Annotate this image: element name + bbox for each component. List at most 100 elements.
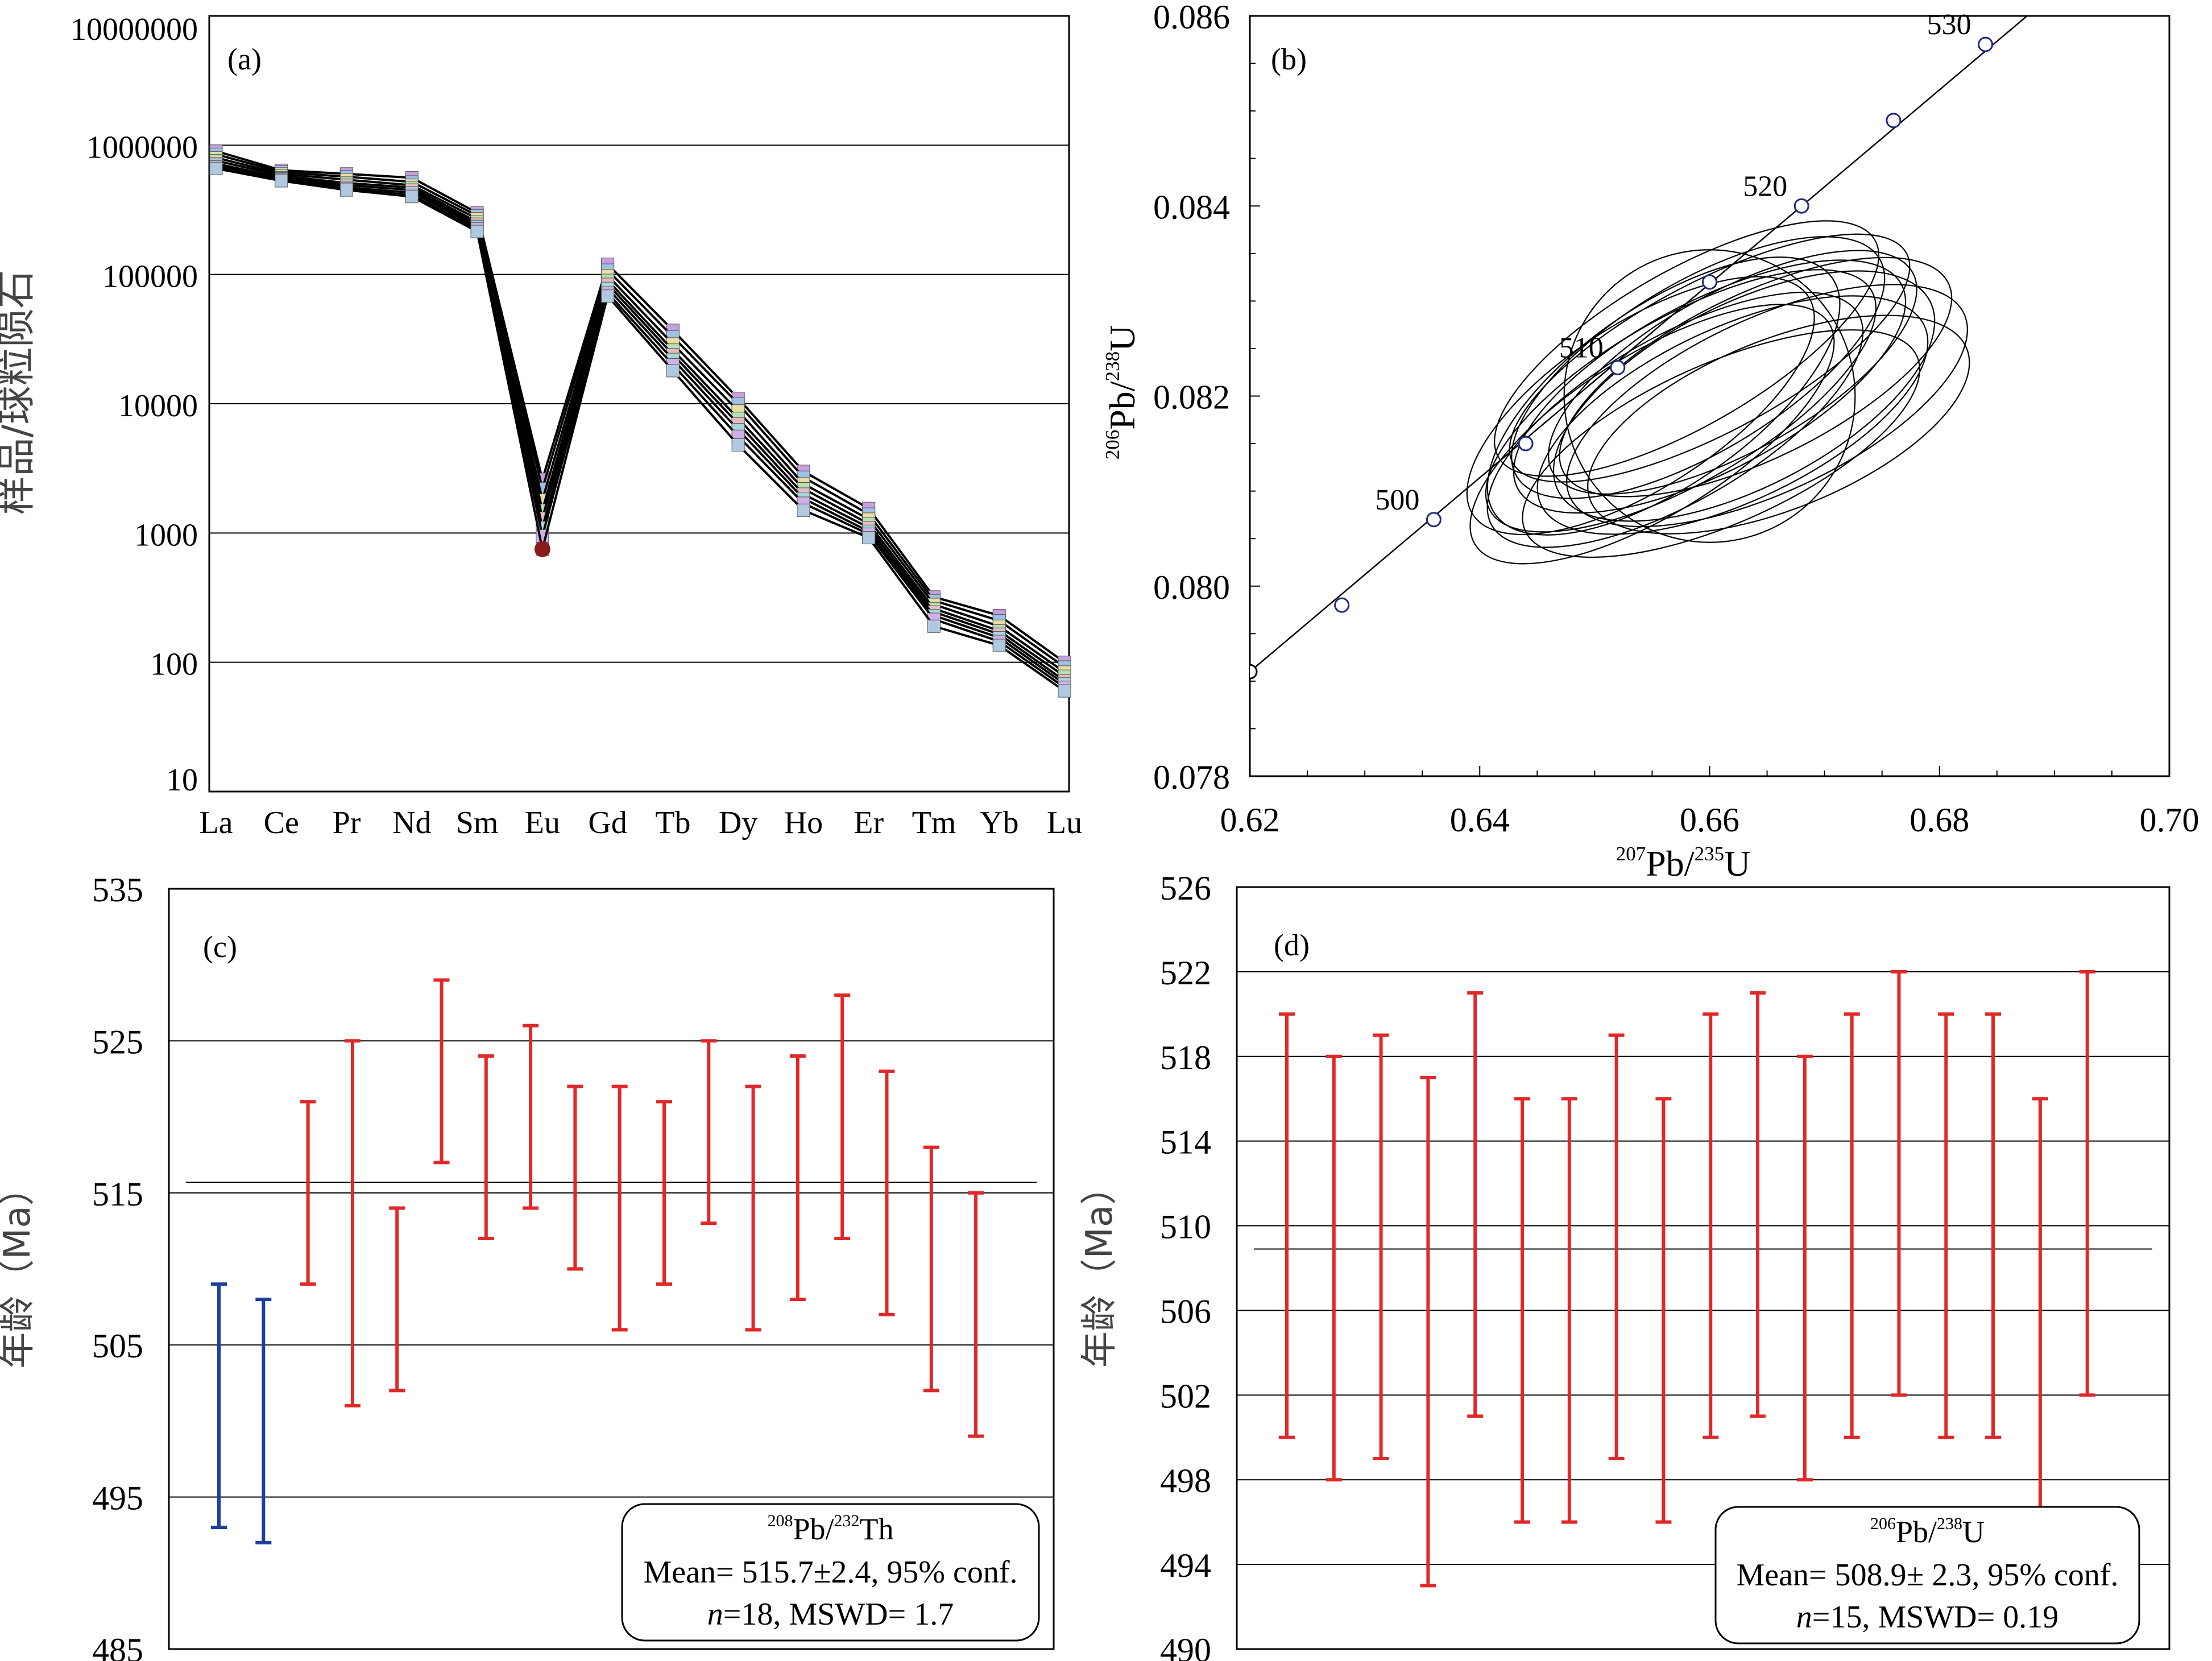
- error-ellipse: [1509, 233, 1911, 483]
- y-axis-label: 206Pb/238U: [1101, 325, 1142, 460]
- panel-label-c: (c): [203, 930, 237, 964]
- superscript-text: 208: [767, 1511, 793, 1530]
- x-tick-label: Sm: [456, 805, 499, 840]
- error-ellipse: [1559, 256, 1953, 498]
- y-tick-label: 10: [166, 763, 198, 798]
- error-ellipse: [1536, 295, 1929, 535]
- y-tick-label: 490: [1160, 1631, 1211, 1661]
- concordia-curve: [1250, 16, 2028, 673]
- superscript-text: 206: [1101, 430, 1124, 460]
- error-ellipse: [1522, 329, 1920, 558]
- base-text: Pb/: [1646, 843, 1695, 884]
- ree-series-line: [216, 165, 1066, 689]
- ree-series-line: [216, 159, 1066, 677]
- ree-series-line: [216, 153, 1066, 668]
- y-tick-label: 0.084: [1153, 188, 1230, 226]
- x-axis-label: 207Pb/235U: [1616, 843, 1751, 884]
- x-tick-label: Ce: [264, 805, 299, 840]
- error-ellipse: [1494, 220, 1880, 477]
- ree-series-line: [216, 150, 1066, 664]
- x-tick-label: Lu: [1047, 805, 1082, 840]
- x-tick-label: 0.64: [1450, 801, 1510, 839]
- y-tick-label: 485: [92, 1631, 143, 1661]
- ree-data-point: [731, 438, 745, 452]
- panel-label-b: (b): [1271, 42, 1307, 76]
- y-tick-label: 0.078: [1153, 759, 1230, 796]
- error-ellipse: [1563, 249, 1856, 543]
- y-tick-label: 0.086: [1153, 0, 1230, 36]
- stats-mean-text: Mean= 508.9± 2.3, 95% conf.: [1737, 1558, 2119, 1593]
- n-symbol: n: [707, 1597, 723, 1632]
- ree-data-point: [992, 639, 1006, 652]
- y-tick-label: 100: [150, 647, 198, 682]
- superscript-text: 206: [1870, 1514, 1896, 1533]
- ree-series-line: [216, 156, 1066, 673]
- n-mswd-values: =18, MSWD= 1.7: [723, 1597, 954, 1632]
- ree-data-point: [601, 289, 615, 303]
- y-tick-label: 510: [1160, 1208, 1211, 1246]
- stats-mean-text: Mean= 515.7±2.4, 95% conf.: [644, 1555, 1018, 1590]
- y-tick-label: 498: [1160, 1462, 1211, 1500]
- y-tick-label: 515: [92, 1175, 143, 1213]
- ree-data-point: [405, 190, 419, 204]
- stats-box: [1714, 1506, 2140, 1645]
- ree-data-point: [862, 531, 876, 545]
- y-tick-label: 495: [92, 1480, 143, 1517]
- y-tick-label: 514: [1160, 1124, 1211, 1161]
- concordia-age-marker: [1793, 198, 1809, 214]
- concordia-age-label: 530: [1927, 9, 1971, 41]
- x-tick-label: Tb: [655, 805, 690, 840]
- concordia-age-marker: [1610, 359, 1626, 375]
- error-ellipse: [1548, 250, 1917, 495]
- concordia-age-label: 510: [1559, 332, 1604, 364]
- concordia-age-marker: [1334, 597, 1350, 613]
- base-text: U: [1102, 325, 1142, 351]
- ree-series-line: [216, 167, 1066, 692]
- ree-series-line: [216, 164, 1066, 685]
- stats-ratio-label: 206Pb/238U: [1870, 1514, 1985, 1549]
- eu-min-point: [534, 541, 550, 557]
- y-tick-label: 1000000: [86, 130, 198, 165]
- y-tick-label: 525: [92, 1023, 143, 1061]
- x-tick-label: Nd: [392, 805, 431, 840]
- x-tick-label: Yb: [980, 805, 1018, 840]
- ree-data-point: [275, 174, 288, 188]
- y-tick-label: 494: [1160, 1547, 1211, 1584]
- error-ellipse: [1486, 292, 1864, 548]
- error-ellipse: [1587, 314, 1970, 535]
- x-tick-label: 0.70: [2140, 801, 2199, 839]
- base-text: Th: [860, 1512, 894, 1546]
- error-ellipse: [1469, 304, 1835, 565]
- y-axis-label: 年龄（Ma）: [0, 1169, 39, 1368]
- error-ellipse: [1566, 284, 1968, 528]
- x-tick-label: Er: [854, 805, 884, 840]
- n-symbol: n: [1796, 1600, 1812, 1635]
- y-tick-label: 0.080: [1153, 569, 1230, 606]
- error-ellipse: [1511, 236, 1886, 499]
- x-tick-label: 0.68: [1909, 801, 1969, 839]
- y-tick-label: 526: [1160, 869, 1211, 907]
- concordia-age-marker: [1518, 436, 1534, 452]
- ree-data-point: [1058, 684, 1071, 698]
- y-tick-label: 522: [1160, 954, 1211, 992]
- y-tick-label: 10000000: [71, 12, 198, 47]
- y-axis-label: 年龄（Ma）: [1079, 1169, 1121, 1368]
- y-tick-label: 10000: [118, 388, 198, 424]
- error-ellipse: [1552, 270, 1936, 522]
- concordia-age-marker: [1426, 512, 1441, 528]
- base-text: U: [1962, 1515, 1985, 1549]
- ree-data-point: [666, 364, 680, 378]
- error-ellipse: [1513, 259, 1907, 514]
- superscript-text: 238: [1937, 1514, 1962, 1533]
- y-tick-label: 535: [92, 871, 143, 909]
- ree-data-point: [797, 503, 810, 517]
- error-ellipse: [1485, 269, 1877, 533]
- panel-label-d: (d): [1274, 928, 1310, 962]
- ree-data-point: [340, 183, 354, 197]
- y-axis-label: 样品/球粒陨石: [0, 270, 39, 515]
- concordia-age-marker: [1702, 274, 1717, 290]
- superscript-text: 238: [1101, 351, 1124, 382]
- stats-box: [621, 1503, 1040, 1642]
- ree-series-line: [216, 162, 1066, 682]
